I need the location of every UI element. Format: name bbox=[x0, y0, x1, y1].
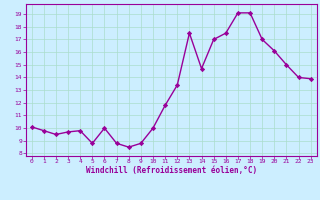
X-axis label: Windchill (Refroidissement éolien,°C): Windchill (Refroidissement éolien,°C) bbox=[86, 166, 257, 175]
